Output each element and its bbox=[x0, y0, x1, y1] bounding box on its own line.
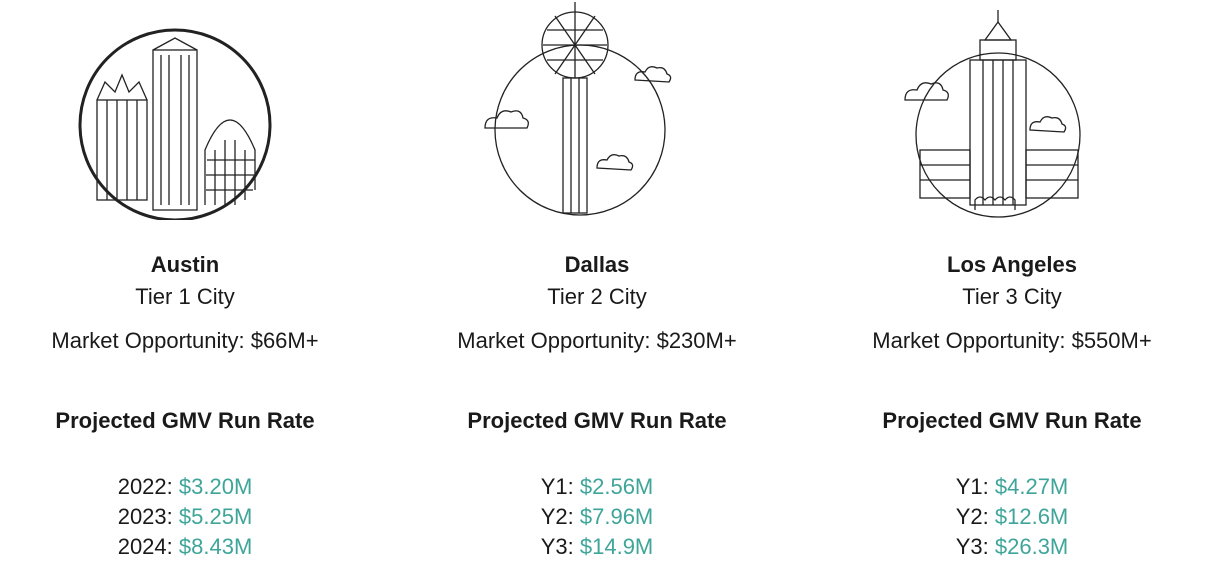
city-name: Los Angeles bbox=[812, 252, 1207, 278]
section-heading: Projected GMV Run Rate bbox=[397, 408, 797, 434]
gmv-value: $7.96M bbox=[580, 504, 653, 529]
city-tier: Tier 3 City bbox=[812, 284, 1207, 310]
gmv-label: Y3: bbox=[956, 534, 989, 559]
market-opportunity: Market Opportunity: $550M+ bbox=[812, 328, 1207, 354]
gmv-row: Y1: $2.56M bbox=[397, 474, 797, 500]
gmv-value: $2.56M bbox=[580, 474, 653, 499]
city-tier: Tier 2 City bbox=[397, 284, 797, 310]
gmv-label: 2024: bbox=[118, 534, 173, 559]
austin-illustration bbox=[75, 0, 285, 220]
city-name: Dallas bbox=[397, 252, 797, 278]
gmv-value: $14.9M bbox=[580, 534, 653, 559]
los-angeles-illustration bbox=[895, 0, 1105, 220]
section-heading: Projected GMV Run Rate bbox=[812, 408, 1207, 434]
city-name: Austin bbox=[0, 252, 385, 278]
gmv-value: $5.25M bbox=[179, 504, 252, 529]
dallas-illustration bbox=[475, 0, 685, 220]
gmv-value: $12.6M bbox=[995, 504, 1068, 529]
market-opportunity: Market Opportunity: $230M+ bbox=[397, 328, 797, 354]
market-opportunity: Market Opportunity: $66M+ bbox=[0, 328, 385, 354]
gmv-row: Y1: $4.27M bbox=[812, 474, 1207, 500]
page: Austin Tier 1 City Market Opportunity: $66… bbox=[0, 0, 1207, 566]
gmv-label: 2022: bbox=[118, 474, 173, 499]
gmv-row: 2024: $8.43M bbox=[0, 534, 385, 560]
gmv-value: $3.20M bbox=[179, 474, 252, 499]
gmv-label: Y3: bbox=[541, 534, 574, 559]
gmv-value: $4.27M bbox=[995, 474, 1068, 499]
gmv-row: Y3: $14.9M bbox=[397, 534, 797, 560]
gmv-row: Y2: $12.6M bbox=[812, 504, 1207, 530]
gmv-label: Y2: bbox=[956, 504, 989, 529]
gmv-row: Y3: $26.3M bbox=[812, 534, 1207, 560]
gmv-row: 2023: $5.25M bbox=[0, 504, 385, 530]
section-heading: Projected GMV Run Rate bbox=[0, 408, 385, 434]
gmv-value: $26.3M bbox=[995, 534, 1068, 559]
gmv-label: Y1: bbox=[956, 474, 989, 499]
gmv-label: Y1: bbox=[541, 474, 574, 499]
gmv-label: 2023: bbox=[118, 504, 173, 529]
gmv-row: Y2: $7.96M bbox=[397, 504, 797, 530]
gmv-row: 2022: $3.20M bbox=[0, 474, 385, 500]
city-tier: Tier 1 City bbox=[0, 284, 385, 310]
gmv-label: Y2: bbox=[541, 504, 574, 529]
gmv-value: $8.43M bbox=[179, 534, 252, 559]
